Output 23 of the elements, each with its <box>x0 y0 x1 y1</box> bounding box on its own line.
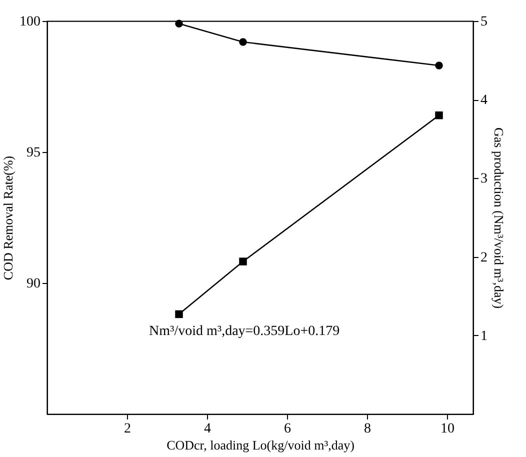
x-tick-label: 2 <box>124 422 131 436</box>
point <box>435 62 443 70</box>
x-tick-label: 8 <box>364 422 371 436</box>
y-tick-label: 100 <box>20 14 40 30</box>
point <box>239 38 247 46</box>
y2-tick-label: 4 <box>480 93 488 108</box>
x-tick-label: 10 <box>440 422 454 436</box>
x-axis-title: CODcr, loading Lo(kg/void m³,day) <box>166 438 354 452</box>
point <box>239 258 247 266</box>
y2-tick-label: 1 <box>480 328 488 344</box>
y2-tick-label: 3 <box>480 172 488 187</box>
point <box>435 111 443 120</box>
x-tick-label: 6 <box>284 422 291 436</box>
y-tick-label: 95 <box>26 146 40 160</box>
y-axis-title: COD Removal Rate(%) <box>0 156 16 280</box>
y2-tick-label: 5 <box>480 14 488 30</box>
annotation: Nm³/void m³,day=0.359Lo+0.179 <box>149 324 340 339</box>
point <box>175 310 183 318</box>
y2-axis-title: Gas production (Nm³/void m³,day) <box>492 127 506 309</box>
point <box>175 20 183 28</box>
x-tick-label: 4 <box>204 422 211 436</box>
y2-tick-label: 2 <box>480 250 488 266</box>
y-tick-label: 90 <box>26 276 40 292</box>
